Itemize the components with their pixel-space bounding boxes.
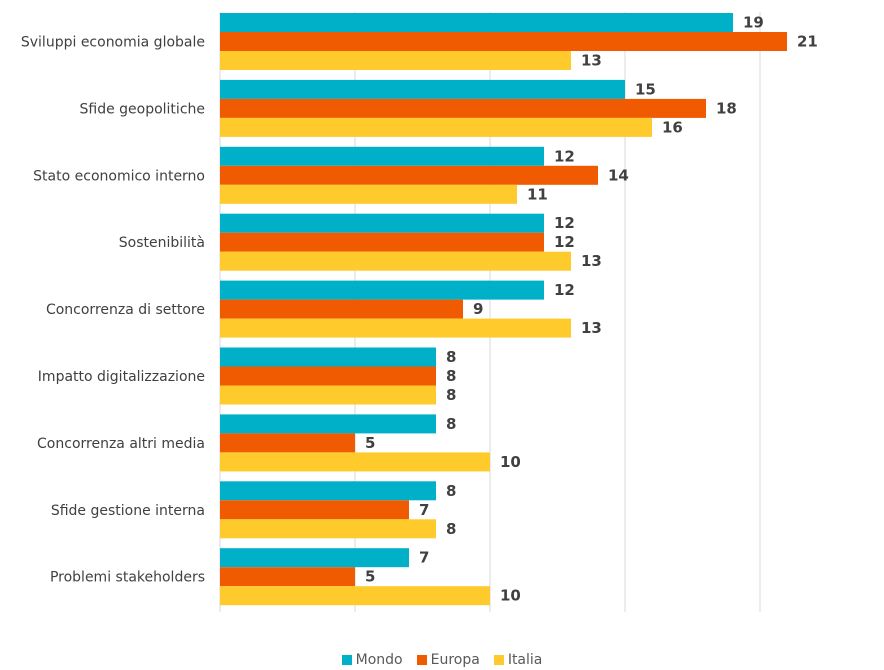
bar-italia xyxy=(220,519,436,539)
bar-europa xyxy=(220,299,463,319)
bar-europa xyxy=(220,98,706,118)
category-label: Concorrenza altri media xyxy=(37,436,205,452)
bar-italia xyxy=(220,586,490,606)
bar-italia xyxy=(220,385,436,405)
bar-italia xyxy=(220,117,652,137)
data-label: 12 xyxy=(554,233,575,251)
legend-label: Italia xyxy=(507,652,543,668)
bar-mondo xyxy=(220,213,544,233)
data-label: 19 xyxy=(743,14,764,32)
legend-item-italia: Italia xyxy=(493,652,543,668)
data-label: 14 xyxy=(608,166,629,184)
bar-mondo xyxy=(220,347,436,367)
bar-mondo xyxy=(220,280,544,300)
bar-chart: Sviluppi economia globale 19 21 13 Sfide geo… xyxy=(21,12,818,612)
bar-mondo xyxy=(220,481,436,501)
bar-europa xyxy=(220,32,787,51)
legend: Mondo Europa Italia xyxy=(0,652,884,668)
bar-mondo xyxy=(220,146,544,166)
category-label: Sfide geopolitiche xyxy=(79,101,205,117)
legend-item-europa: Europa xyxy=(416,652,480,668)
data-label: 12 xyxy=(554,147,575,165)
bars xyxy=(220,13,787,606)
data-label: 8 xyxy=(446,415,456,433)
data-label: 13 xyxy=(581,319,602,337)
bar-europa xyxy=(220,500,409,520)
data-label: 8 xyxy=(446,482,456,500)
bar-europa xyxy=(220,232,544,252)
bar-europa xyxy=(220,165,598,185)
data-label: 18 xyxy=(716,99,737,117)
data-label: 15 xyxy=(635,80,656,98)
bar-europa xyxy=(220,433,355,453)
legend-swatch xyxy=(493,655,504,665)
category-label: Problemi stakeholders xyxy=(50,570,205,586)
data-label: 7 xyxy=(419,501,429,519)
bar-mondo xyxy=(220,79,625,99)
data-label: 8 xyxy=(446,386,456,404)
legend-label: Mondo xyxy=(355,652,403,668)
bar-mondo xyxy=(220,414,436,434)
data-label: 8 xyxy=(446,367,456,385)
category-label: Sviluppi economia globale xyxy=(21,35,205,51)
bar-mondo xyxy=(220,13,733,32)
legend-swatch xyxy=(341,655,352,665)
bar-italia xyxy=(220,318,571,338)
category-label: Impatto digitalizzazione xyxy=(38,369,205,385)
data-label: 13 xyxy=(581,52,602,70)
legend-swatch xyxy=(416,655,427,665)
data-label: 9 xyxy=(473,300,483,318)
bar-italia xyxy=(220,51,571,70)
data-label: 7 xyxy=(419,549,429,567)
category-label: Sostenibilità xyxy=(119,235,205,251)
labels: Sviluppi economia globale 19 21 13 Sfide geo… xyxy=(21,14,818,605)
legend-label: Europa xyxy=(430,652,480,668)
bar-italia xyxy=(220,251,571,271)
data-label: 10 xyxy=(500,453,521,471)
data-label: 5 xyxy=(365,568,375,586)
data-label: 12 xyxy=(554,214,575,232)
bar-europa xyxy=(220,567,355,587)
bar-europa xyxy=(220,366,436,386)
category-label: Concorrenza di settore xyxy=(46,302,205,318)
legend-item-mondo: Mondo xyxy=(341,652,403,668)
data-label: 21 xyxy=(797,33,818,51)
data-label: 8 xyxy=(446,520,456,538)
bar-italia xyxy=(220,184,517,204)
data-label: 13 xyxy=(581,252,602,270)
category-label: Sfide gestione interna xyxy=(51,503,205,519)
bar-mondo xyxy=(220,548,409,568)
bar-italia xyxy=(220,452,490,472)
data-label: 16 xyxy=(662,118,683,136)
data-label: 8 xyxy=(446,348,456,366)
data-label: 11 xyxy=(527,185,548,203)
data-label: 5 xyxy=(365,434,375,452)
data-label: 12 xyxy=(554,281,575,299)
data-label: 10 xyxy=(500,587,521,605)
category-label: Stato economico interno xyxy=(33,168,205,184)
